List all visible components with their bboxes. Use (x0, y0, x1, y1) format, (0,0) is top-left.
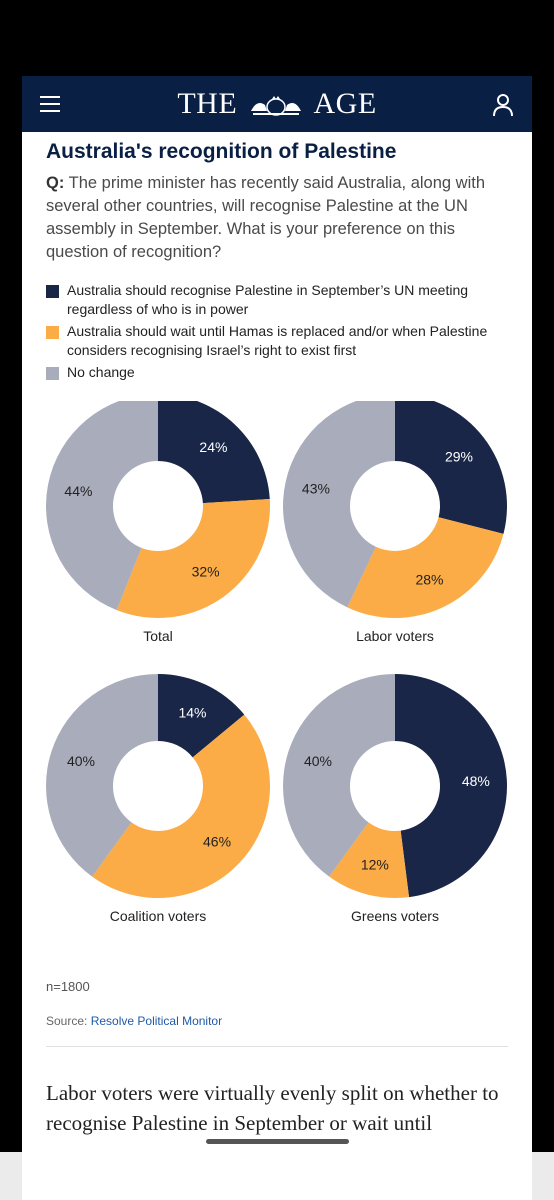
legend-item-recognise: Australia should recognise Palestine in … (46, 281, 516, 319)
legend-item-no-change: No change (46, 363, 516, 382)
data-label-labor-voters-wait: 28% (415, 571, 443, 587)
data-label-greens-voters-recognise: 48% (462, 773, 490, 789)
data-label-labor-voters-recognise: 29% (445, 448, 473, 464)
slice-coalition-voters-wait (92, 714, 270, 898)
source-line: Source: Resolve Political Monitor (46, 1014, 222, 1028)
survey-question: Q: The prime minister has recently said … (46, 172, 516, 264)
slice-labor-voters-no-change (283, 401, 395, 608)
home-indicator[interactable] (206, 1139, 349, 1144)
data-label-total-no-change: 44% (64, 483, 92, 499)
slice-labor-voters-recognise (395, 401, 507, 534)
question-prefix: Q: (46, 174, 65, 192)
slice-total-wait (116, 498, 270, 618)
slice-coalition-voters-recognise (158, 674, 245, 758)
chart-title: Australia's recognition of Palestine (46, 140, 397, 163)
slice-greens-voters-no-change (283, 674, 395, 877)
data-label-greens-voters-no-change: 40% (304, 753, 332, 769)
divider (46, 1046, 508, 1047)
slice-total-recognise (158, 401, 270, 504)
masthead: THE AGE (22, 76, 532, 132)
legend-swatch-no-change (46, 367, 59, 380)
slice-total-no-change (46, 401, 158, 611)
data-label-greens-voters-wait: 12% (361, 856, 389, 872)
question-text: The prime minister has recently said Aus… (46, 174, 485, 261)
chart-title-total: Total (143, 628, 173, 644)
slice-greens-voters-wait (329, 822, 410, 898)
crest-icon (251, 96, 302, 116)
logo-age: AGE (313, 87, 377, 120)
chart-title-coalition-voters: Coalition voters (109, 908, 207, 924)
donut-charts-svg: 24% 32% 44% 29% 28% 43% 14% 46% 40% 48% 12% 40% (45, 401, 508, 898)
legend-label: Australia should recognise Palestine in … (67, 282, 469, 317)
chart-title-labor-voters: Labor voters (356, 628, 434, 644)
chart-legend: Australia should recognise Palestine in … (46, 281, 516, 385)
the-age-logo[interactable]: THE AGE (22, 86, 532, 122)
slice-coalition-voters-no-change (45, 674, 158, 877)
data-label-total-wait: 32% (192, 564, 220, 580)
slice-labor-voters-wait (347, 517, 504, 618)
legend-item-wait: Australia should wait until Hamas is rep… (46, 322, 516, 360)
sample-size: n=1800 (46, 979, 90, 994)
data-label-labor-voters-no-change: 43% (302, 480, 330, 496)
data-label-coalition-voters-recognise: 14% (178, 705, 206, 721)
legend-label: No change (67, 364, 135, 380)
data-label-total-recognise: 24% (199, 439, 227, 455)
donut-charts: 24% 32% 44% 29% 28% 43% 14% 46% 40% 48% 12% 40% Tot… (22, 401, 532, 951)
data-label-coalition-voters-wait: 46% (203, 833, 231, 849)
browser-bottom-bar (0, 1152, 554, 1200)
legend-swatch-wait (46, 326, 59, 339)
legend-label: Australia should wait until Hamas is rep… (67, 323, 488, 358)
slice-greens-voters-recognise (395, 674, 508, 898)
source-prefix: Source: (46, 1014, 88, 1028)
hamburger-menu-icon[interactable] (40, 95, 62, 113)
article-page: THE AGE Australia's recognition of Pales… (22, 76, 532, 1200)
logo-the: THE (177, 87, 238, 120)
legend-swatch-recognise (46, 285, 59, 298)
data-label-coalition-voters-no-change: 40% (67, 753, 95, 769)
article-body-text: Labor voters were virtually evenly split… (46, 1081, 499, 1135)
chart-title-greens-voters: Greens voters (351, 908, 439, 924)
user-account-icon[interactable] (492, 93, 514, 117)
source-link[interactable]: Resolve Political Monitor (90, 1014, 223, 1028)
